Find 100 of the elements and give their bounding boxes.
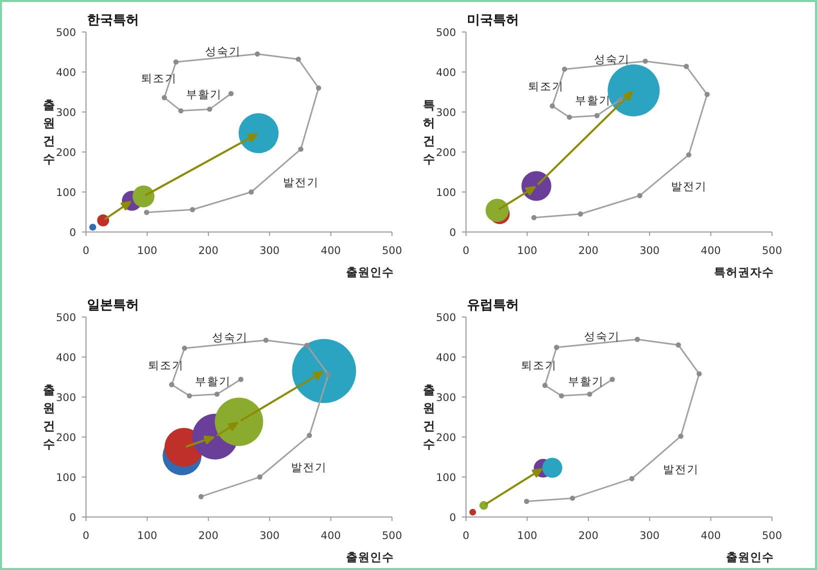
x-tick-label: 400: [320, 530, 341, 542]
point: [263, 338, 269, 343]
point: [678, 434, 684, 439]
point: [169, 382, 174, 388]
point: [144, 210, 150, 215]
x-tick-label: 300: [260, 245, 280, 257]
chart-title: 일본특허: [87, 298, 139, 313]
x-tick-label: 200: [198, 530, 218, 542]
annotation: 성숙기: [212, 331, 248, 344]
x-tick-label: 500: [382, 530, 402, 542]
point: [296, 56, 301, 62]
point: [326, 372, 331, 378]
point: [238, 376, 244, 382]
point: [610, 376, 615, 382]
y-tick-label: 200: [56, 147, 76, 159]
point: [316, 85, 322, 91]
y-tick-label: 0: [69, 227, 76, 239]
y-tick-label: 100: [436, 187, 456, 199]
point: [214, 392, 220, 397]
point: [306, 432, 312, 438]
y-tick-label: 300: [436, 107, 456, 119]
y-tick-label: 0: [69, 512, 76, 524]
y-tick-label: 100: [436, 472, 456, 484]
annotation: 부활기: [195, 375, 231, 388]
y-axis-title: 특허건수: [423, 98, 435, 166]
chart-title: 한국특허: [87, 13, 139, 28]
x-tick-label: 400: [700, 245, 721, 257]
point: [173, 59, 179, 65]
x-tick-label: 300: [260, 530, 280, 542]
x-tick-label: 200: [578, 245, 598, 257]
point: [637, 193, 642, 198]
point: [190, 207, 196, 212]
y-tick-label: 300: [436, 392, 456, 404]
point: [298, 146, 304, 152]
x-tick-label: 400: [320, 245, 341, 257]
x-tick-label: 200: [198, 245, 218, 257]
point: [178, 108, 184, 114]
x-tick-label: 300: [640, 530, 660, 542]
point: [578, 211, 584, 217]
x-tick-label: 200: [578, 530, 598, 542]
point: [254, 51, 260, 57]
annotation: 발전기: [291, 461, 327, 474]
annotation: 부활기: [568, 375, 604, 388]
point: [562, 66, 568, 72]
y-tick-label: 300: [56, 107, 76, 119]
point: [531, 215, 537, 220]
point: [304, 342, 310, 348]
x-tick-label: 100: [137, 245, 158, 257]
annotation: 성숙기: [205, 45, 241, 58]
point: [228, 91, 234, 96]
y-tick-label: 200: [56, 432, 76, 444]
x-tick-label: 100: [517, 530, 538, 542]
x-axis-title: 출원인수: [726, 550, 774, 564]
point: [257, 474, 262, 480]
point: [634, 336, 640, 342]
x-tick-label: 500: [762, 530, 782, 542]
point: [558, 393, 564, 398]
y-tick-label: 100: [56, 472, 76, 484]
y-tick-label: 500: [436, 312, 456, 324]
point: [704, 92, 710, 97]
annotation: 퇴조기: [528, 80, 564, 93]
annotation: 성숙기: [584, 330, 620, 343]
y-tick-label: 0: [449, 227, 456, 239]
x-tick-label: 500: [382, 245, 402, 257]
point: [248, 189, 254, 195]
point: [524, 498, 530, 504]
point: [594, 113, 600, 118]
y-axis-title: 출원건수: [43, 98, 55, 166]
annotation: 부활기: [575, 94, 611, 107]
point: [162, 95, 167, 100]
point: [684, 64, 689, 69]
x-tick-label: 0: [82, 245, 90, 257]
y-tick-label: 300: [56, 392, 76, 404]
x-tick-label: 100: [517, 245, 538, 257]
x-tick-label: 0: [462, 530, 470, 542]
annotation: 퇴조기: [148, 359, 184, 372]
y-tick-label: 400: [436, 352, 456, 364]
point: [198, 494, 204, 500]
y-axis-title: 출원건수: [43, 383, 55, 451]
x-axis-title: 특허권자수: [714, 265, 774, 279]
point: [542, 382, 548, 388]
annotation: 발전기: [671, 180, 707, 193]
y-tick-label: 500: [56, 312, 76, 324]
annotation: 퇴조기: [521, 359, 557, 372]
annotation: 부활기: [186, 88, 222, 101]
point: [618, 97, 623, 102]
point: [587, 392, 592, 397]
x-axis-title: 출원인수: [346, 550, 394, 564]
point: [550, 103, 555, 109]
point: [570, 496, 576, 501]
point: [186, 393, 192, 398]
y-tick-label: 0: [449, 512, 456, 524]
point: [696, 371, 702, 376]
point: [566, 114, 572, 120]
annotation: 발전기: [663, 463, 699, 476]
annotation: 발전기: [283, 176, 319, 189]
y-tick-label: 100: [56, 187, 76, 199]
y-axis-title: 출원건수: [423, 383, 435, 451]
x-axis-title: 출원인수: [346, 265, 394, 279]
x-tick-label: 300: [640, 245, 660, 257]
